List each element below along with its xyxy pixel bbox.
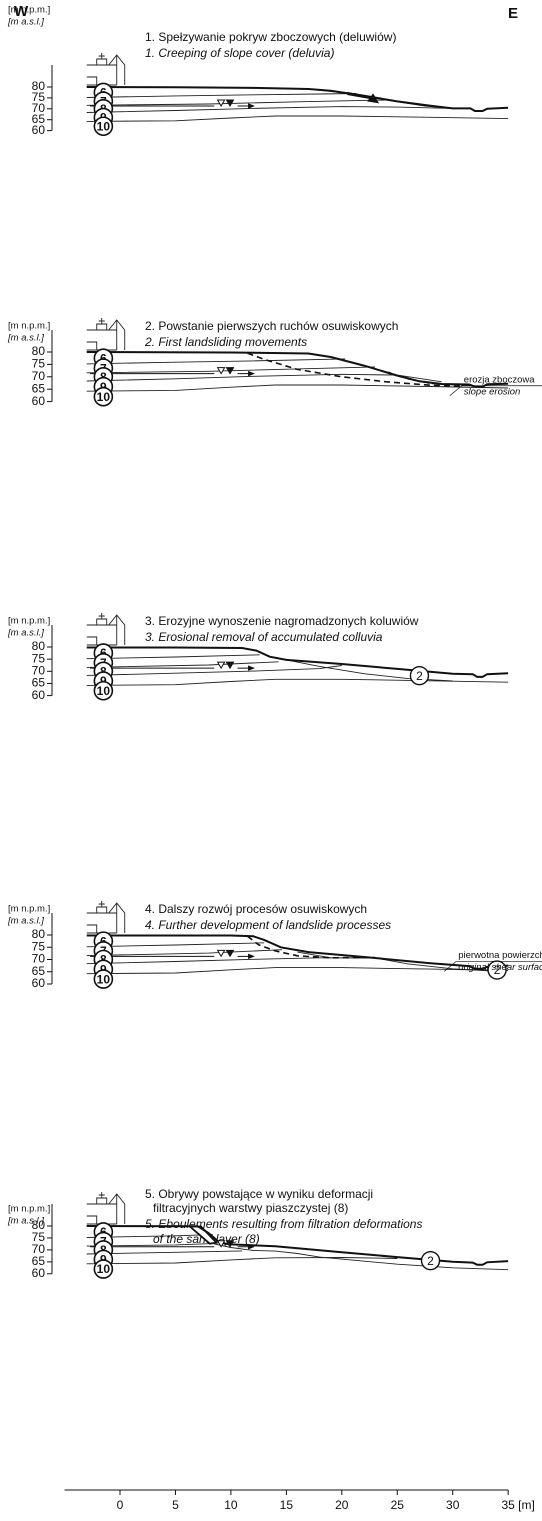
note: slope erosion	[464, 386, 521, 397]
building	[87, 613, 125, 645]
x-tick-label: 30	[446, 1498, 460, 1512]
unit-label: [m n.p.m.]	[8, 616, 50, 627]
layer-boundary	[87, 943, 265, 947]
panel-title-en: 2. First landsliding movements	[144, 335, 307, 349]
x-tick-label: 0	[117, 1498, 124, 1512]
note: erozja zboczowa	[464, 374, 535, 385]
y-tick-label: 60	[32, 1266, 46, 1280]
x-tick-label: 35	[501, 1498, 515, 1512]
panel-title-en: 3. Erosional removal of accumulated coll…	[145, 630, 383, 644]
layer-number: 10	[97, 119, 111, 133]
x-tick-label: 20	[335, 1498, 349, 1512]
y-tick-label: 60	[32, 976, 46, 990]
unit-label: [m a.s.l.]	[7, 17, 44, 28]
layer-boundary	[87, 116, 508, 121]
marker-number: 2	[427, 1254, 434, 1268]
x-tick-label: 15	[280, 1498, 294, 1512]
unit-label: [m a.s.l.]	[7, 333, 44, 344]
panel-title-en: 4. Further development of landslide proc…	[145, 918, 391, 932]
layer-boundary	[87, 94, 357, 98]
unit-label: [m n.p.m.]	[8, 5, 50, 16]
y-tick-label: 60	[32, 123, 46, 137]
layer-number: 10	[97, 972, 111, 986]
unit-label: [m n.p.m.]	[8, 321, 50, 332]
flow-arrow	[238, 372, 254, 376]
panel-title-en: 5. Eboulements resulting from filtration…	[145, 1217, 422, 1231]
layer-number: 10	[97, 1262, 111, 1276]
panel-title-en: 1. Creeping of slope cover (deluvia)	[145, 46, 334, 60]
y-tick-label: 60	[32, 394, 46, 408]
panel-title: 2. Powstanie pierwszych ruchów osuwiskow…	[145, 319, 398, 333]
layer-boundary	[87, 958, 364, 964]
layer-number: 10	[97, 684, 111, 698]
unit-label: [m a.s.l.]	[7, 628, 44, 639]
x-tick-label: 10	[224, 1498, 238, 1512]
building	[87, 318, 125, 350]
east-label: E	[508, 5, 518, 22]
layer-number: 10	[97, 390, 111, 404]
building	[87, 1192, 125, 1224]
layer-boundary	[87, 374, 442, 382]
x-tick-label: 5	[172, 1498, 179, 1512]
slope-line	[214, 1244, 508, 1270]
layer-boundary	[87, 107, 453, 113]
layer-boundary	[87, 100, 392, 105]
panel-title: 4. Dalszy rozwój procesów osuwiskowych	[145, 902, 367, 916]
building	[87, 53, 125, 85]
panel-title: 3. Erozyjne wynoszenie nagromadzonych ko…	[145, 614, 419, 628]
panel-title: 1. Spełzywanie pokryw zboczowych (deluwi…	[145, 30, 396, 44]
flow-arrow	[238, 666, 254, 670]
flow-arrow	[238, 104, 254, 108]
panel-title: 5. Obrywy powstające w wyniku deformacji	[145, 1187, 373, 1201]
building	[87, 901, 125, 933]
layer-boundary	[87, 359, 345, 364]
y-tick-label: 60	[32, 688, 46, 702]
layer-boundary	[87, 950, 282, 956]
unit-label: [m a.s.l.]	[7, 916, 44, 927]
diagram: W E [m n.p.m.][m a.s.l.]1. Spełzywanie p…	[0, 0, 542, 1521]
note: original shear surface	[458, 962, 542, 973]
unit-label: [m n.p.m.]	[8, 904, 50, 915]
flow-arrow	[238, 954, 254, 958]
layer-boundary	[87, 1258, 398, 1264]
unit-label: [m n.p.m.]	[8, 1204, 50, 1215]
marker-number: 2	[416, 669, 423, 683]
panel-title: filtracyjnych warstwy piaszczystej (8)	[153, 1201, 348, 1215]
x-unit: [m]	[518, 1498, 535, 1512]
x-tick-label: 25	[391, 1498, 405, 1512]
note: pierwotna powierzchnia ścięcia	[458, 950, 542, 961]
